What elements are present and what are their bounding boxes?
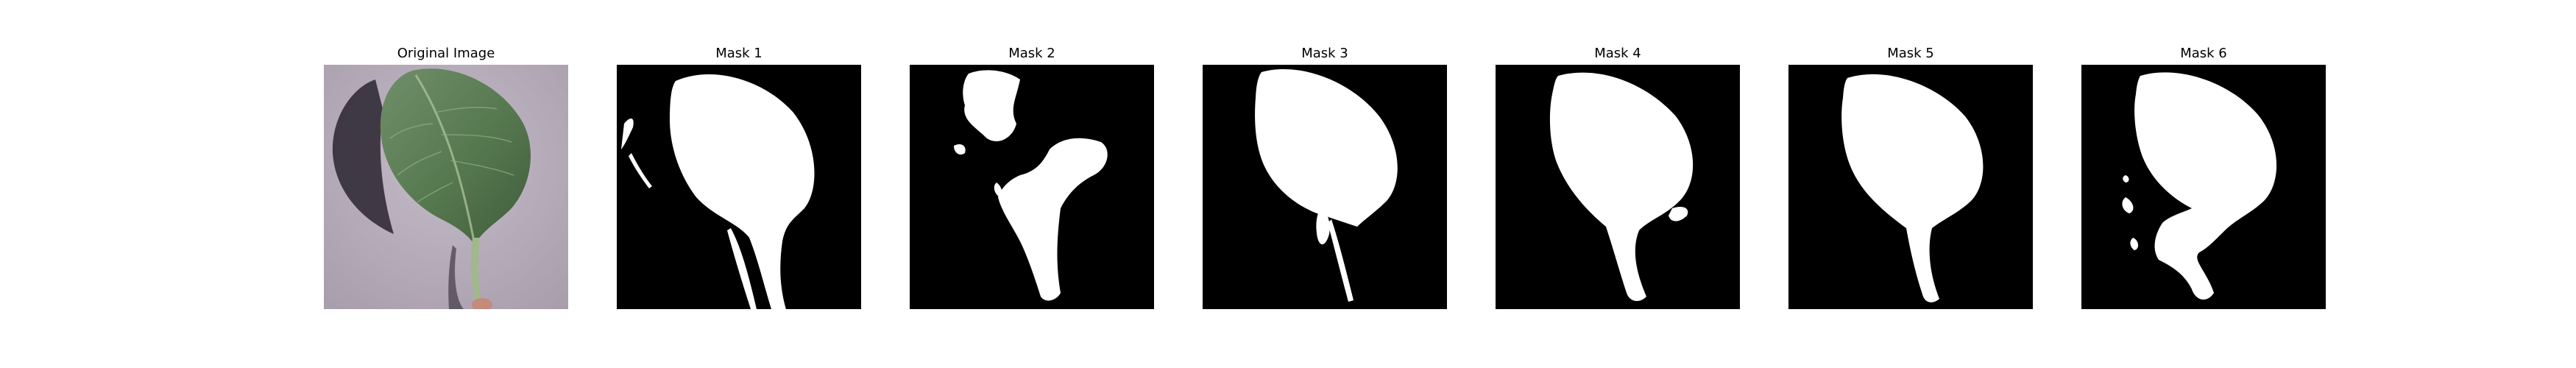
panel-mask-2: Mask 2 (910, 46, 1154, 311)
panel-title-mask-1: Mask 1 (715, 46, 762, 61)
mask-5-icon (1788, 65, 2033, 309)
mask-6-image (2081, 65, 2326, 309)
panel-mask-3: Mask 3 (1203, 46, 1447, 311)
mask-3-icon (1203, 65, 1447, 309)
panel-title-mask-4: Mask 4 (1594, 46, 1641, 61)
mask-5-image (1788, 65, 2033, 309)
panel-mask-1: Mask 1 (617, 46, 861, 311)
panel-title-original-image: Original Image (397, 46, 495, 61)
panel-title-mask-5: Mask 5 (1887, 46, 1934, 61)
panel-title-mask-3: Mask 3 (1301, 46, 1348, 61)
mask-2-icon (910, 65, 1154, 309)
original-leaf-photo (324, 65, 568, 309)
panel-mask-6: Mask 6 (2081, 46, 2326, 311)
leaf-photo-icon (324, 65, 568, 309)
panel-original-image: Original Image (324, 46, 568, 311)
mask-1-icon (617, 65, 861, 309)
mask-6-icon (2081, 65, 2326, 309)
mask-4-icon (1496, 65, 1740, 309)
panel-title-mask-6: Mask 6 (2180, 46, 2227, 61)
mask-4-image (1496, 65, 1740, 309)
panel-mask-5: Mask 5 (1788, 46, 2033, 311)
panel-mask-4: Mask 4 (1496, 46, 1740, 311)
mask-3-image (1203, 65, 1447, 309)
panel-title-mask-2: Mask 2 (1008, 46, 1055, 61)
mask-2-image (910, 65, 1154, 309)
mask-1-image (617, 65, 861, 309)
